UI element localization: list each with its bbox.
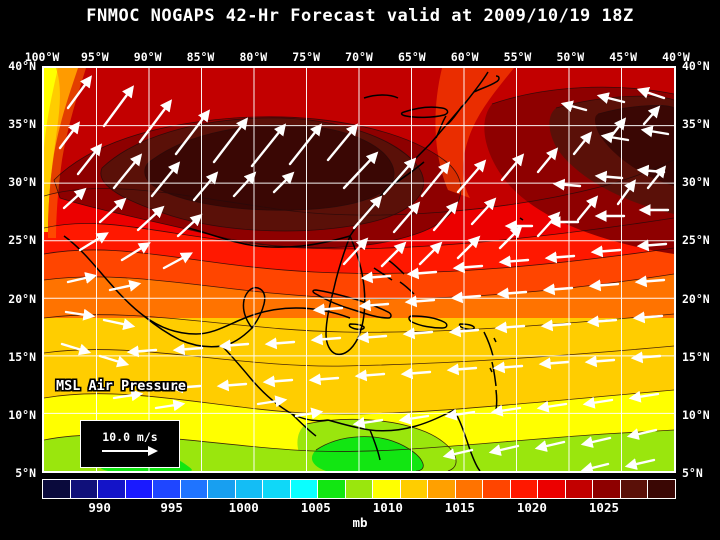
- colorbar[interactable]: [42, 479, 676, 499]
- colorbar-swatch: [153, 480, 181, 498]
- lat-tick-label-left: 35°N: [8, 117, 36, 132]
- wind-scale-arrow-icon: [102, 446, 158, 457]
- colorbar-tick: 1010: [372, 500, 403, 515]
- colorbar-swatch: [235, 480, 264, 498]
- lon-tick-label: 75°W: [292, 50, 321, 64]
- lat-tick-label-right: 20°N: [682, 291, 710, 306]
- colorbar-tick: 1015: [444, 500, 475, 515]
- wind-scale-value: 10.0 m/s: [102, 429, 158, 444]
- colorbar-swatches: [43, 480, 675, 498]
- colorbar-swatch: [345, 480, 374, 498]
- map-gridlines: [44, 68, 674, 471]
- lat-tick-label-left: 30°N: [8, 175, 36, 190]
- colorbar-swatch: [455, 480, 484, 498]
- colorbar-tick: 1025: [588, 500, 620, 515]
- latitude-axis-left: 40°N 35°N 30°N 25°N 20°N 15°N 10°N 5°N: [0, 59, 38, 480]
- lat-tick-label-left: 5°N: [15, 466, 36, 480]
- colorbar-swatch: [290, 480, 319, 498]
- lon-tick-label: 65°W: [397, 50, 426, 64]
- lon-tick-label: 90°W: [133, 50, 162, 64]
- lat-tick-label-right: 40°N: [682, 59, 710, 73]
- lat-tick-label-right: 35°N: [682, 117, 710, 132]
- lon-tick-label: 55°W: [503, 50, 532, 64]
- lat-tick-label-left: 40°N: [8, 59, 36, 73]
- lat-tick-label-right: 30°N: [682, 175, 710, 190]
- lon-tick-label: 40°W: [662, 50, 690, 64]
- colorbar-swatch: [428, 480, 456, 498]
- lat-tick-label-left: 15°N: [8, 349, 36, 364]
- colorbar-swatch: [648, 480, 675, 498]
- map-plot-area[interactable]: MSL Air Pressure 10.0 m/s: [42, 66, 676, 473]
- lon-tick-label: 60°W: [450, 50, 479, 64]
- colorbar-swatch: [180, 480, 209, 498]
- map-canvas: [44, 68, 674, 471]
- colorbar-swatch: [400, 480, 429, 498]
- latitude-axis-right: 40°N 35°N 30°N 25°N 20°N 15°N 10°N 5°N: [680, 59, 720, 480]
- wind-scale-key: 10.0 m/s: [80, 420, 180, 468]
- colorbar-swatch: [125, 480, 154, 498]
- wind-vectors: [58, 75, 670, 471]
- colorbar-swatch: [98, 480, 126, 498]
- colorbar-tick: 1005: [300, 500, 331, 515]
- lon-tick-label: 95°W: [80, 50, 109, 64]
- colorbar-swatch: [373, 480, 401, 498]
- lat-tick-label-right: 15°N: [682, 349, 710, 364]
- colorbar-swatch: [538, 480, 566, 498]
- colorbar-swatch: [593, 480, 621, 498]
- lon-tick-label: 50°W: [556, 50, 585, 64]
- lat-tick-label-left: 25°N: [8, 233, 36, 248]
- colorbar-unit-label: mb: [352, 515, 368, 530]
- lat-tick-label-right: 5°N: [682, 466, 703, 480]
- colorbar-swatch: [483, 480, 511, 498]
- lat-tick-label-right: 10°N: [682, 407, 710, 422]
- lon-tick-label: 45°W: [609, 50, 638, 64]
- colorbar-swatch: [565, 480, 594, 498]
- lon-tick-label: 80°W: [239, 50, 268, 64]
- lon-tick-label: 70°W: [345, 50, 373, 64]
- colorbar-swatch: [620, 480, 649, 498]
- colorbar-tick: 1020: [516, 500, 547, 515]
- longitude-axis-top: 100°W 95°W 90°W 85°W 80°W 75°W 70°W 65°W 60°W 55°…: [0, 50, 720, 64]
- colorbar-tick: 990: [88, 500, 111, 515]
- colorbar-tick: 995: [160, 500, 183, 515]
- colorbar-swatch: [208, 480, 236, 498]
- colorbar-tick-labels: 990 995 1000 1005 1010 1015 1020 1025: [0, 500, 720, 516]
- lat-tick-label-right: 25°N: [682, 233, 710, 248]
- lon-tick-label: 100°W: [24, 50, 60, 64]
- colorbar-tick: 1000: [228, 500, 259, 515]
- colorbar-swatch: [510, 480, 539, 498]
- colorbar-swatch: [263, 480, 291, 498]
- lat-tick-label-left: 10°N: [8, 407, 36, 422]
- colorbar-swatch: [70, 480, 99, 498]
- colorbar-swatch: [318, 480, 346, 498]
- page-title: FNMOC NOGAPS 42-Hr Forecast valid at 200…: [86, 6, 634, 26]
- lon-tick-label: 85°W: [186, 50, 215, 64]
- lat-tick-label-left: 20°N: [8, 291, 36, 306]
- colorbar-swatch: [43, 480, 71, 498]
